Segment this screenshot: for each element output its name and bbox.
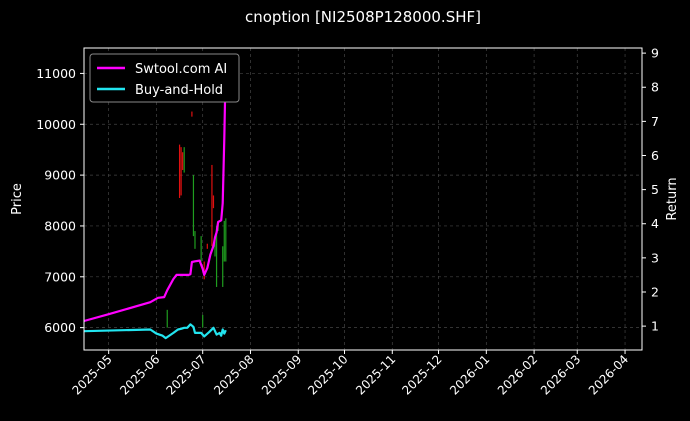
y-left-tick-label: 9000 [44, 168, 76, 183]
legend-box [89, 53, 240, 103]
x-tick-label: 2025-12 [399, 352, 444, 397]
x-tick-label: 2026-04 [586, 352, 631, 397]
y-right-tick-label: 3 [651, 250, 659, 265]
x-tick-label: 2025-11 [353, 352, 398, 397]
y-axis-left: 6000 7000 8000 9000 10000 11000 [36, 66, 84, 335]
grid [84, 48, 642, 350]
y-right-tick-label: 8 [651, 80, 659, 95]
y-right-tick-label: 7 [651, 114, 659, 129]
x-tick-label: 2025-08 [211, 352, 256, 397]
y-right-tick-label: 9 [651, 46, 659, 61]
series-line-swtool [83, 59, 227, 323]
plot-frame [83, 47, 643, 351]
x-tick-label: 2026-02 [495, 352, 540, 397]
legend: Swtool.com AI Buy-and-Hold [89, 53, 240, 103]
y-right-tick-label: 4 [651, 216, 659, 231]
x-tick-label: 2025-10 [305, 352, 350, 397]
x-tick-label: 2026-03 [538, 352, 583, 397]
y-left-tick-label: 10000 [36, 117, 76, 132]
y-left-tick-label: 6000 [44, 320, 76, 335]
x-tick-label: 2025-06 [117, 352, 162, 397]
x-axis: 2025-05 2025-06 2025-07 2025-08 2025-09 2025-… [69, 350, 631, 398]
series-lines [83, 59, 227, 340]
legend-label-buyhold: Buy-and-Hold [135, 83, 223, 98]
x-tick-label: 2025-05 [69, 352, 114, 397]
candles [166, 111, 227, 328]
x-tick-label: 2026-01 [447, 352, 492, 397]
x-tick-label: 2025-09 [259, 352, 304, 397]
legend-label-swtool: Swtool.com AI [135, 62, 227, 77]
y-right-tick-label: 6 [651, 148, 659, 163]
y-right-tick-label: 2 [651, 284, 659, 299]
y-left-tick-label: 11000 [36, 66, 76, 81]
y-axis-right: 1 2 3 4 5 6 7 8 9 [642, 46, 659, 334]
y-right-tick-label: 1 [651, 319, 659, 334]
y-left-tick-label: 7000 [44, 269, 76, 284]
y-left-tick-label: 8000 [44, 218, 76, 233]
series-line-buyhold [83, 323, 227, 340]
y-axis-left-label: Price [10, 183, 25, 215]
x-tick-label: 2025-07 [163, 352, 208, 397]
chart-title: cnoption [NI2508P128000.SHF] [245, 8, 481, 26]
y-right-tick-label: 5 [651, 182, 659, 197]
y-axis-right-label: Return [665, 177, 680, 220]
